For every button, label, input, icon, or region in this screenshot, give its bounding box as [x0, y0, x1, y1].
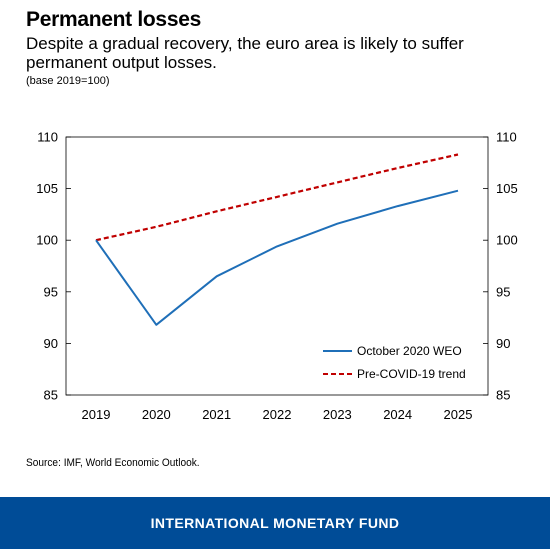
y-tick-label-right: 100	[496, 233, 518, 248]
x-tick-label: 2025	[444, 407, 473, 422]
y-tick-label-left: 110	[37, 130, 58, 145]
footer-bar: INTERNATIONAL MONETARY FUND	[0, 497, 550, 549]
y-tick-label-left: 95	[44, 284, 58, 299]
x-tick-label: 2019	[82, 407, 111, 422]
y-tick-label-right: 105	[496, 181, 518, 196]
plot-area-frame	[65, 136, 489, 396]
series-line-october-2020-weo	[95, 189, 459, 326]
y-tick-label-right: 95	[496, 284, 510, 299]
legend-label: October 2020 WEO	[357, 344, 462, 358]
x-tick-label: 2024	[383, 407, 412, 422]
y-tick-label-left: 100	[36, 233, 58, 248]
series-line-pre-covid-trend	[95, 153, 459, 242]
y-tick-label-right: 85	[496, 388, 510, 403]
x-tick-label: 2020	[142, 407, 171, 422]
x-tick-label: 2021	[202, 407, 231, 422]
y-tick-label-right: 110	[496, 130, 517, 145]
footer-org-name: INTERNATIONAL MONETARY FUND	[150, 515, 400, 531]
legend-label: Pre-COVID-19 trend	[357, 367, 466, 381]
x-tick-label: 2023	[323, 407, 352, 422]
source-note: Source: IMF, World Economic Outlook.	[26, 457, 200, 469]
y-tick-label-left: 85	[44, 388, 58, 403]
chart-subtitle: Despite a gradual recovery, the euro are…	[26, 34, 464, 72]
chart-title: Permanent losses	[26, 8, 201, 31]
y-tick-label-left: 105	[36, 181, 58, 196]
y-tick-label-left: 90	[44, 336, 58, 351]
y-tick-label-right: 90	[496, 336, 510, 351]
chart-note: (base 2019=100)	[26, 75, 110, 87]
x-tick-label: 2022	[263, 407, 292, 422]
